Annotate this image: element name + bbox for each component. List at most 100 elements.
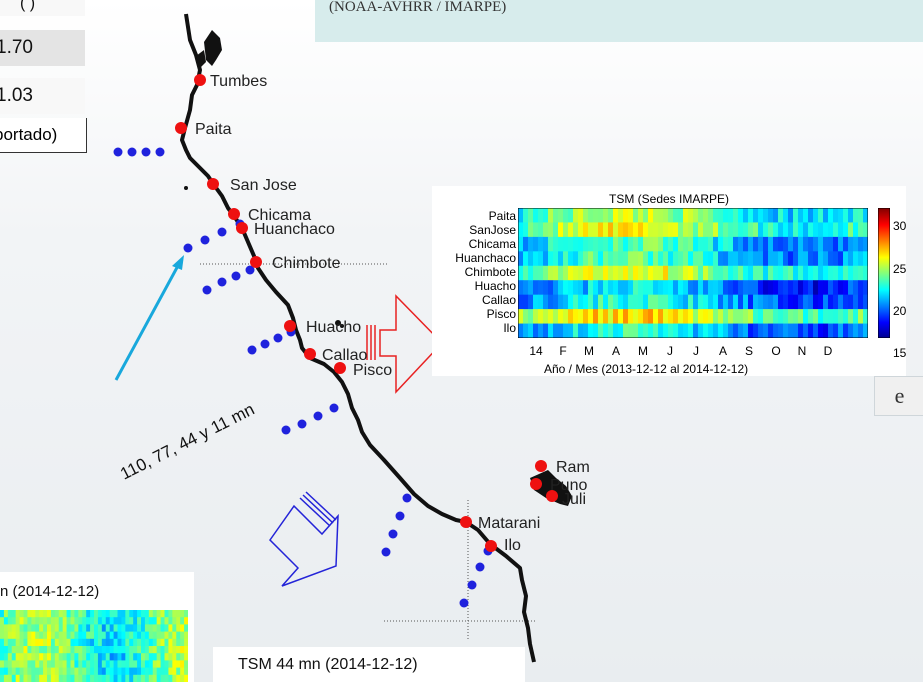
inset-cell [172,617,177,625]
inset-cell [78,638,83,647]
heatmap-cell [668,222,674,238]
heatmap-cell [593,294,599,310]
inset-cell [160,674,165,682]
heatmap-cell [618,208,624,223]
inset-cell [7,617,13,625]
inset-cell [90,667,95,676]
heatmap-cell [828,251,834,267]
inset-cell [23,631,28,640]
inset-cell [47,610,52,618]
heatmap-cell [638,265,644,281]
heatmap-cell [783,265,789,281]
inset-cell [129,610,134,618]
heatmap-cell [793,236,799,252]
heatmap-cell [708,294,714,310]
heatmap-cell [573,294,579,310]
heatmap-cell [558,280,564,296]
heatmap-cell [828,265,834,281]
inset-cell [125,667,130,676]
inset-cell [117,653,122,661]
heatmap-cell [533,265,539,281]
inset-cell [129,617,134,625]
inset-cell [141,660,146,668]
heatmap-cell [758,208,764,223]
inset-cell [0,631,5,640]
heatmap-cell [623,323,629,338]
heatmap-cell [588,280,594,296]
inset-cell [133,631,138,640]
inset-cell [137,638,142,647]
inset-cell [184,638,188,647]
heatmap-cell [633,280,639,296]
heatmap-cell [808,280,814,296]
inset-cell [105,638,111,647]
heatmap-cell [738,265,744,281]
map-caption: (NOAA-AVHRR / IMARPE) [315,0,923,42]
inset-cell [90,624,95,632]
inset-cell [3,674,9,682]
heatmap-cell [848,208,854,223]
inset-cell [0,646,5,654]
heatmap-cell [603,280,609,296]
heatmap-cell [798,236,804,252]
heatmap-cell [623,280,629,296]
inset-cell [27,653,32,661]
heatmap-cell [693,208,699,223]
inset-cell [62,624,67,632]
heatmap-cell [703,208,709,223]
heatmap-cell [838,280,844,296]
heatmap-cell [568,208,574,223]
heatmap-cell [548,280,554,296]
heatmap-cell [568,280,574,296]
inset-cell [168,667,173,676]
heatmap-cell [808,309,814,324]
heatmap-cell [583,222,589,238]
inset-cell [121,624,126,632]
inset-cell [35,674,40,682]
heatmap-cell [853,222,859,238]
inset-cell [82,617,87,625]
heatmap-cell [633,294,639,310]
heatmap-cell [748,309,754,324]
heatmap-cell [828,294,834,310]
heatmap-cell [763,265,769,281]
inset-cell [94,638,99,647]
inset-cell [0,653,5,661]
heatmap-cell [708,236,714,252]
inset-cell [27,674,32,682]
heatmap-cell [578,280,584,296]
inset-cell [3,610,9,618]
inset-cell [172,646,177,654]
heatmap-cell [568,236,574,252]
heatmap-cell [603,208,609,223]
inset-cell [97,638,103,647]
heatmap-cell [698,236,704,252]
inset-cell [113,624,118,632]
heatmap-cell [533,236,539,252]
heatmap-cell [528,294,534,310]
inset-cell [101,660,107,668]
heatmap-cell [708,309,714,324]
inset-cell [74,617,79,625]
heatmap-cell [668,236,674,252]
heatmap-cell [763,323,769,338]
heatmap-cell [853,294,859,310]
city-label-juli: Juli [562,491,586,508]
heatmap-cell [593,280,599,296]
inset-cell [94,660,99,668]
heatmap-cell [803,280,809,296]
heatmap-cell [533,309,539,324]
heatmap-cell [548,222,554,238]
city-label-tumbes: Tumbes [210,73,267,90]
inset-title: TSM 44 mn (2014-12-12) [238,656,418,673]
inset-cell [54,667,60,676]
heatmap-cell [628,323,634,338]
heatmap-cell [748,208,754,223]
heatmap-cell [853,309,859,324]
inset-cell [113,653,118,661]
inset-cell [148,631,154,640]
heatmap-cell [743,280,749,296]
inset-cell [11,617,17,625]
heatmap-cell [658,251,664,267]
heatmap-cell [818,323,824,338]
